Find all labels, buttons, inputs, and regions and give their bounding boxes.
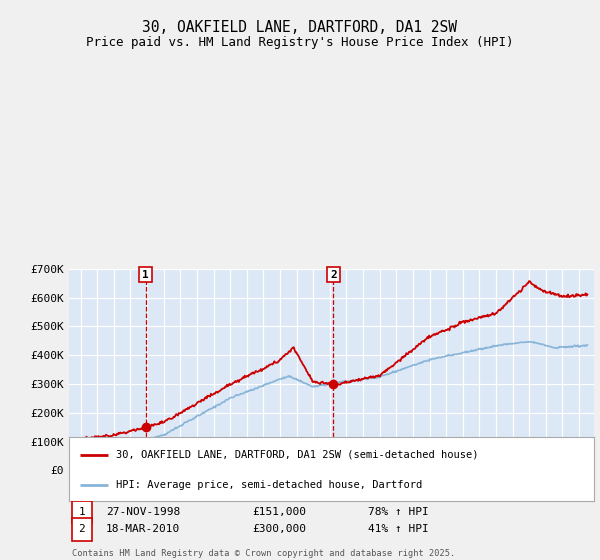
Text: 1: 1 xyxy=(142,269,149,279)
Text: 2: 2 xyxy=(78,524,85,534)
Text: 30, OAKFIELD LANE, DARTFORD, DA1 2SW: 30, OAKFIELD LANE, DARTFORD, DA1 2SW xyxy=(143,20,458,35)
Text: 78% ↑ HPI: 78% ↑ HPI xyxy=(368,507,429,517)
Text: 27-NOV-1998: 27-NOV-1998 xyxy=(106,507,180,517)
Text: 1: 1 xyxy=(78,507,85,517)
Text: Price paid vs. HM Land Registry's House Price Index (HPI): Price paid vs. HM Land Registry's House … xyxy=(86,36,514,49)
Text: HPI: Average price, semi-detached house, Dartford: HPI: Average price, semi-detached house,… xyxy=(116,480,422,490)
Text: £151,000: £151,000 xyxy=(253,507,307,517)
Text: Contains HM Land Registry data © Crown copyright and database right 2025.
This d: Contains HM Land Registry data © Crown c… xyxy=(71,549,455,560)
Text: 18-MAR-2010: 18-MAR-2010 xyxy=(106,524,180,534)
Text: 2: 2 xyxy=(330,269,337,279)
FancyBboxPatch shape xyxy=(71,518,92,540)
Text: £300,000: £300,000 xyxy=(253,524,307,534)
FancyBboxPatch shape xyxy=(71,501,92,523)
Text: 30, OAKFIELD LANE, DARTFORD, DA1 2SW (semi-detached house): 30, OAKFIELD LANE, DARTFORD, DA1 2SW (se… xyxy=(116,450,479,460)
Text: 41% ↑ HPI: 41% ↑ HPI xyxy=(368,524,429,534)
